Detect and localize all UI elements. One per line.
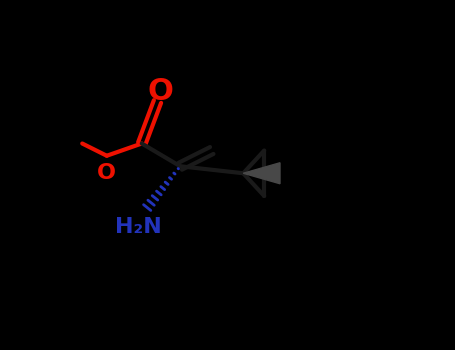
Text: O: O xyxy=(147,77,173,105)
Text: H₂N: H₂N xyxy=(115,217,162,237)
Polygon shape xyxy=(243,163,280,184)
Text: O: O xyxy=(97,162,116,183)
